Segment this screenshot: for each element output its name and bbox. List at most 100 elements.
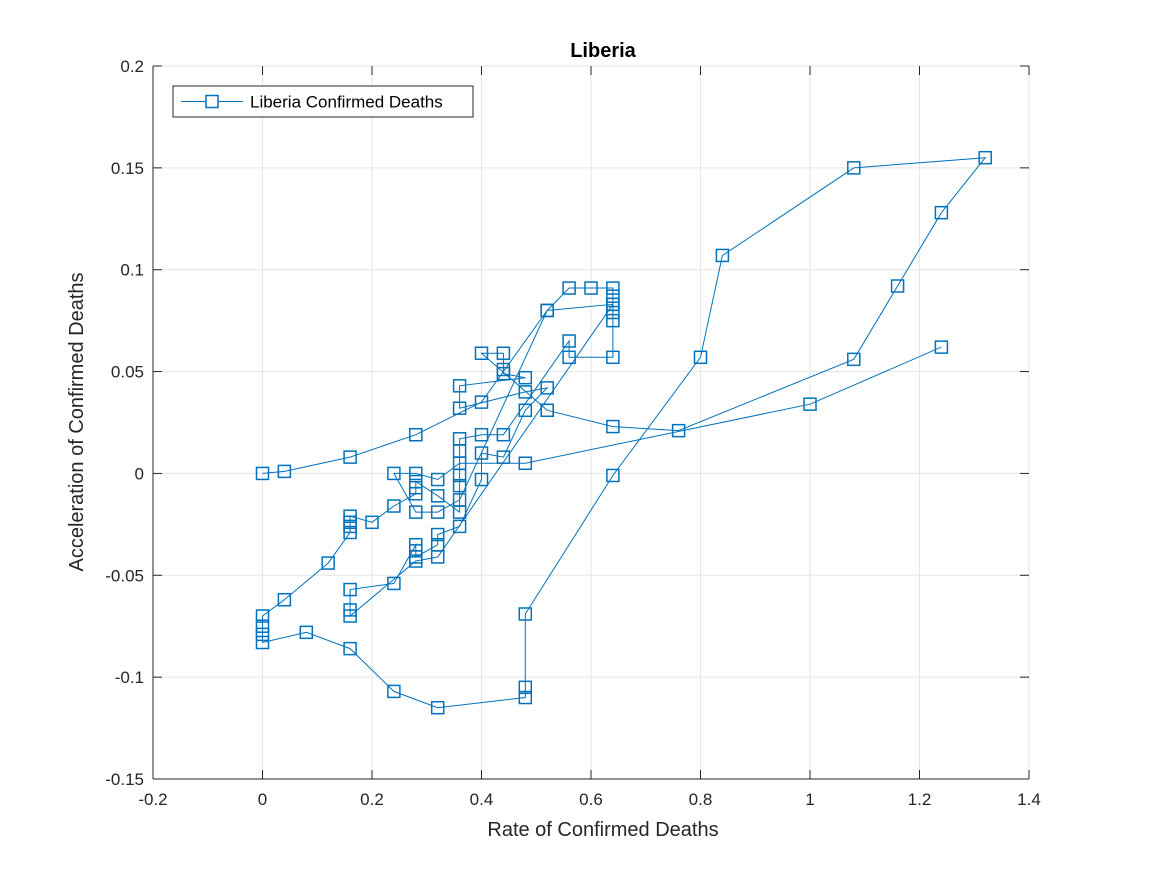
data-point	[518, 385, 533, 399]
data-point	[277, 592, 292, 607]
data-point	[343, 450, 357, 464]
data-point	[934, 340, 949, 354]
data-point	[540, 381, 554, 395]
data-point	[255, 627, 270, 642]
data-point	[606, 419, 620, 434]
data-point	[518, 607, 533, 621]
data-point	[299, 625, 314, 640]
data-point	[474, 395, 489, 409]
data-point	[409, 554, 423, 568]
data-point	[430, 700, 445, 715]
data-point	[255, 619, 270, 633]
data-point	[277, 464, 292, 479]
data-point	[343, 609, 357, 623]
data-point	[562, 281, 576, 295]
legend-marker	[205, 94, 219, 109]
data-point	[452, 379, 467, 393]
x-tick-label: 1.2	[908, 790, 932, 809]
data-point	[847, 161, 861, 175]
data-point	[430, 550, 445, 564]
axes: -0.2 0 0.2 0.4 0.6 0.8 1 1.2 1.4 -0.15 -0.1 -0.05 0 0…	[105, 57, 1041, 809]
data-point	[671, 423, 686, 438]
x-tick-label: 0	[258, 790, 267, 809]
data-point	[803, 397, 817, 411]
data-point	[255, 609, 270, 623]
data-point	[562, 334, 576, 348]
x-tick-label: -0.2	[138, 790, 167, 809]
data-point	[452, 478, 467, 493]
data-point	[452, 519, 467, 534]
data-point	[606, 350, 620, 365]
data-point	[978, 150, 992, 165]
data-point	[409, 505, 423, 519]
series	[255, 150, 992, 715]
data-point	[715, 248, 730, 263]
data-point	[321, 556, 335, 570]
data-point	[606, 313, 620, 328]
data-point	[452, 493, 467, 507]
data-point	[518, 680, 533, 695]
data-point	[430, 527, 445, 542]
y-tick-label: 0.05	[111, 363, 144, 382]
x-tick-label: 1	[805, 790, 814, 809]
data-point	[409, 537, 423, 552]
data-point	[430, 489, 445, 503]
data-point	[540, 303, 554, 318]
data-point	[430, 472, 445, 487]
data-point	[409, 487, 423, 501]
x-axis-label: Rate of Confirmed Deaths	[487, 819, 718, 841]
data-point	[540, 403, 554, 418]
data-point	[474, 446, 489, 460]
x-tick-label: 0.6	[579, 790, 603, 809]
y-tick-label: 0	[135, 464, 144, 483]
x-tick-label: 0.8	[689, 790, 713, 809]
x-tick-label: 0.4	[470, 790, 494, 809]
data-point	[496, 427, 511, 442]
data-point	[496, 450, 511, 464]
data-point	[606, 289, 620, 303]
y-tick-label: 0.15	[111, 159, 144, 178]
data-point	[452, 401, 467, 415]
y-tick-label: -0.05	[105, 566, 144, 585]
data-point	[430, 505, 445, 519]
data-point	[343, 525, 357, 540]
x-tick-label: 0.2	[360, 790, 384, 809]
data-point	[387, 576, 401, 591]
data-point	[562, 350, 576, 365]
y-tick-label: 0.2	[120, 57, 144, 76]
data-point	[518, 370, 533, 385]
data-point	[255, 466, 270, 481]
data-point	[606, 297, 620, 312]
chart-title: Liberia	[570, 40, 636, 62]
data-point	[474, 346, 489, 360]
data-point	[409, 427, 423, 442]
data-point	[518, 456, 533, 470]
data-point	[606, 305, 620, 320]
data-point	[474, 427, 489, 442]
data-point	[343, 641, 357, 656]
data-point	[387, 466, 401, 481]
data-point	[409, 466, 423, 481]
data-point	[343, 582, 357, 597]
data-point	[890, 279, 905, 293]
data-point	[387, 684, 401, 699]
data-point	[584, 281, 598, 295]
data-point	[496, 346, 511, 360]
data-point	[847, 352, 861, 367]
legend-label: Liberia Confirmed Deaths	[250, 93, 443, 112]
y-tick-label: 0.1	[120, 261, 144, 280]
data-point	[606, 281, 620, 295]
data-point	[474, 472, 489, 487]
y-tick-label: -0.1	[115, 668, 144, 687]
data-point	[365, 515, 379, 530]
data-point	[934, 205, 949, 220]
data-point	[518, 403, 533, 418]
data-point	[255, 635, 270, 650]
data-point	[693, 350, 708, 365]
data-point	[452, 456, 467, 470]
x-tick-label: 1.4	[1017, 790, 1041, 809]
data-point	[518, 690, 533, 705]
data-point	[496, 366, 511, 381]
